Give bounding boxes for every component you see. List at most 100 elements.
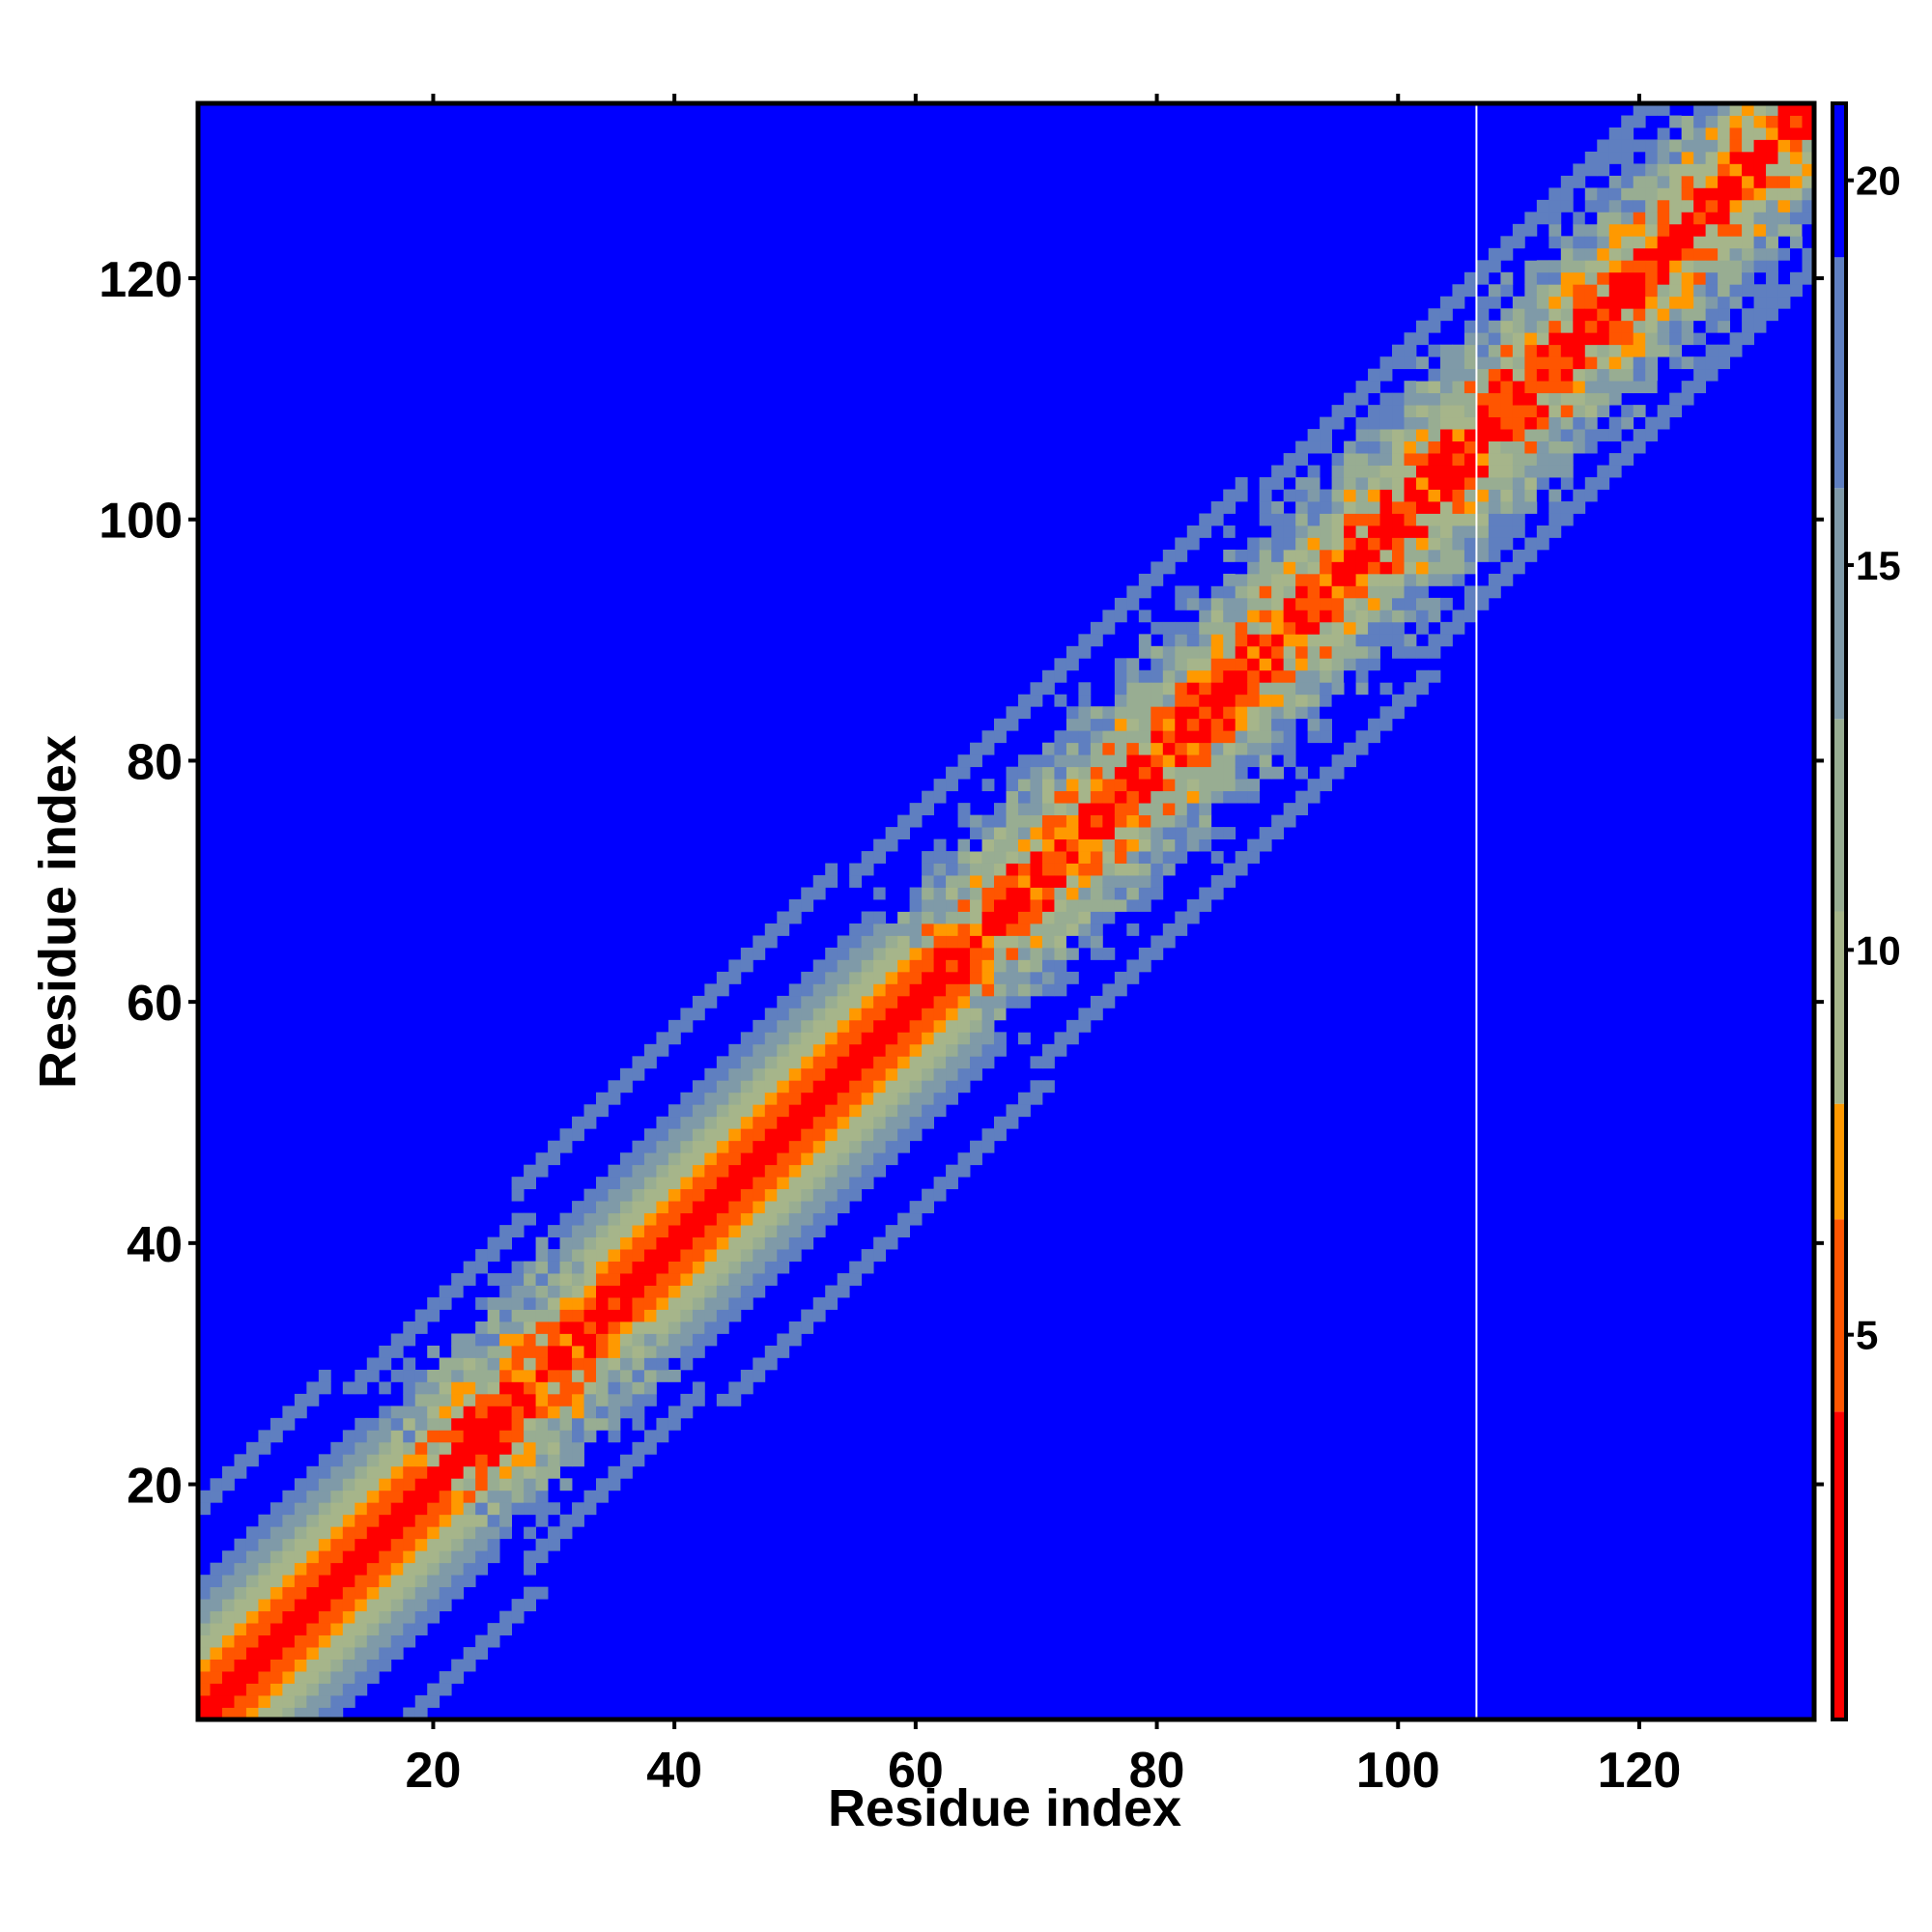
heatmap-cell	[403, 1707, 416, 1720]
heatmap-cell	[933, 1188, 947, 1202]
heatmap-cell	[1608, 344, 1622, 357]
heatmap-cell	[1368, 453, 1380, 466]
heatmap-cell	[1078, 706, 1092, 720]
heatmap-cell	[1463, 525, 1477, 538]
heatmap-cell	[1114, 983, 1127, 997]
heatmap-cell	[788, 1067, 802, 1081]
heatmap-cell	[788, 1164, 802, 1178]
heatmap-cell	[994, 1008, 1007, 1021]
heatmap-cell	[1065, 754, 1079, 768]
heatmap-cell	[619, 1164, 633, 1178]
heatmap-cell	[511, 1406, 525, 1419]
heatmap-cell	[1090, 923, 1103, 936]
heatmap-cell	[390, 1465, 404, 1479]
heatmap-cell	[897, 959, 911, 973]
heatmap-cell	[1621, 247, 1634, 261]
heatmap-cell	[342, 1454, 355, 1467]
heatmap-cell	[1235, 779, 1248, 792]
heatmap-cell	[572, 1116, 584, 1129]
heatmap-cell	[1512, 392, 1525, 406]
heatmap-cell	[1584, 247, 1598, 261]
heatmap-cell	[1331, 489, 1345, 502]
heatmap-cell	[427, 1297, 440, 1310]
heatmap-cell	[439, 1465, 452, 1479]
heatmap-cell	[1439, 465, 1453, 478]
heatmap-cell	[572, 1236, 584, 1250]
heatmap-cell	[1283, 814, 1296, 828]
heatmap-cell	[753, 1369, 766, 1382]
heatmap-cell	[1404, 682, 1417, 696]
heatmap-cell	[981, 971, 995, 984]
heatmap-cell	[330, 1659, 344, 1672]
heatmap-cell	[548, 1369, 560, 1382]
heatmap-cell	[1729, 260, 1743, 273]
heatmap-cell	[922, 1067, 934, 1081]
heatmap-cell	[1331, 621, 1345, 635]
heatmap-cell	[355, 1659, 368, 1672]
heatmap-cell	[414, 1550, 428, 1564]
heatmap-cell	[1608, 199, 1622, 213]
heatmap-cell	[909, 911, 923, 924]
heatmap-cell	[379, 1550, 392, 1564]
heatmap-cell	[1186, 754, 1200, 768]
heatmap-cell	[885, 1080, 898, 1094]
heatmap-cell	[1259, 694, 1272, 707]
heatmap-cell	[994, 1116, 1007, 1129]
heatmap-cell	[994, 803, 1007, 816]
heatmap-cell	[946, 875, 958, 888]
heatmap-cell	[1017, 959, 1031, 973]
heatmap-cell	[1633, 429, 1646, 441]
heatmap-cell	[366, 1647, 380, 1660]
heatmap-cell	[548, 1297, 560, 1310]
heatmap-cell	[1307, 573, 1321, 586]
heatmap-cell	[1320, 525, 1332, 538]
heatmap-cell	[1560, 344, 1574, 357]
heatmap-cell	[608, 1393, 621, 1406]
heatmap-cell	[1078, 1019, 1092, 1033]
heatmap-cell	[499, 1454, 513, 1467]
heatmap-cell	[1355, 405, 1369, 418]
heatmap-cell	[499, 1273, 513, 1286]
heatmap-cell	[1307, 718, 1321, 731]
heatmap-cell	[680, 1261, 694, 1274]
heatmap-cell	[1017, 790, 1031, 804]
heatmap-cell	[704, 1236, 718, 1250]
heatmap-cell	[1030, 1080, 1043, 1094]
heatmap-cell	[740, 1201, 753, 1214]
heatmap-cell	[946, 983, 958, 997]
heatmap-cell	[933, 899, 947, 912]
heatmap-cell	[572, 1502, 584, 1516]
heatmap-cell	[1404, 332, 1417, 346]
heatmap-cell	[1295, 501, 1309, 514]
heatmap-cell	[1247, 669, 1261, 683]
heatmap-cell	[1210, 779, 1224, 792]
heatmap-cell	[583, 1188, 597, 1202]
heatmap-cell	[342, 1671, 355, 1684]
heatmap-cell	[245, 1562, 259, 1576]
heatmap-cell	[1645, 308, 1659, 322]
heatmap-cell	[427, 1526, 440, 1540]
heatmap-cell	[1151, 838, 1164, 852]
heatmap-cell	[1223, 766, 1236, 780]
heatmap-cell	[897, 971, 911, 984]
heatmap-cell	[1392, 706, 1405, 720]
heatmap-cell	[1536, 465, 1549, 478]
heatmap-cell	[1681, 247, 1694, 261]
heatmap-cell	[1392, 429, 1405, 441]
heatmap-cell	[1452, 537, 1465, 551]
heatmap-cell	[1006, 814, 1019, 828]
heatmap-cell	[656, 1249, 669, 1262]
heatmap-cell	[764, 1345, 778, 1358]
heatmap-cell	[1512, 296, 1525, 309]
heatmap-cell	[366, 1369, 380, 1382]
heatmap-cell	[390, 1562, 404, 1576]
heatmap-cell	[1162, 863, 1176, 876]
heatmap-cell	[716, 1164, 729, 1178]
heatmap-cell	[632, 1177, 645, 1190]
heatmap-cell	[306, 1647, 320, 1660]
heatmap-cell	[1645, 271, 1659, 285]
heatmap-cell	[1162, 851, 1176, 864]
heatmap-cell	[801, 1128, 814, 1142]
heatmap-cell	[1693, 115, 1707, 128]
heatmap-cell	[1041, 863, 1055, 876]
